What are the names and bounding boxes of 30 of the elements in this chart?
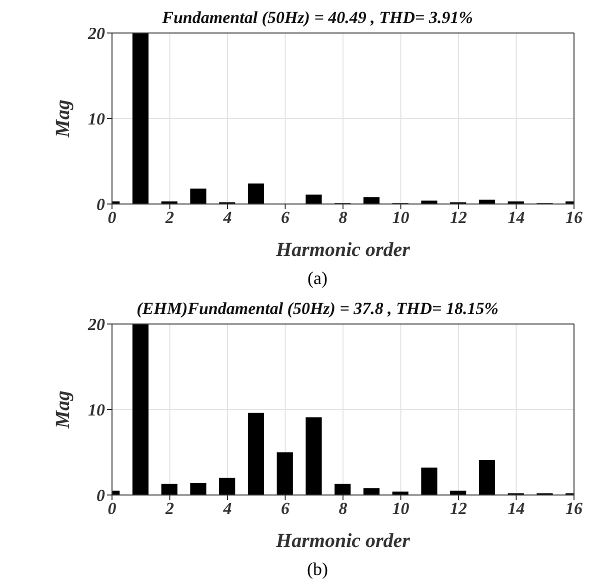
x-tick-label: 16 <box>566 499 583 518</box>
x-axis-title: Harmonic order <box>275 239 410 261</box>
y-tick-label: 0 <box>96 195 106 214</box>
y-tick-label: 20 <box>87 24 106 44</box>
text: (b) <box>306 559 329 579</box>
x-tick-label: 16 <box>566 208 583 228</box>
x-tick-label: 2 <box>164 208 174 228</box>
y-axis-title: Mag <box>52 390 74 430</box>
x-axis-title: Harmonic order <box>275 530 410 552</box>
text: (a) <box>306 268 328 289</box>
x-tick-label: 2 <box>164 499 174 518</box>
y-tick-label: 0 <box>96 486 106 506</box>
x-tick-label: 14 <box>508 208 525 228</box>
x-tick-label: 10 <box>392 499 410 518</box>
x-tick-label: 14 <box>508 499 525 518</box>
y-tick-label: 10 <box>88 110 106 129</box>
x-tick-label: 12 <box>450 499 468 518</box>
x-tick-label: 12 <box>450 208 468 228</box>
y-tick-label: 20 <box>87 315 106 334</box>
y-axis-title: Mag <box>52 100 74 138</box>
x-tick-label: 8 <box>338 208 348 228</box>
x-tick-label: 6 <box>281 499 290 518</box>
x-tick-label: 8 <box>338 499 348 518</box>
chart-title: (EHM)Fundamental (50Hz) = 37.8 , THD= 18.15% <box>136 299 498 318</box>
x-tick-label: 10 <box>392 208 410 228</box>
x-tick-label: 4 <box>222 208 232 228</box>
x-tick-label: 4 <box>222 499 232 518</box>
chart-title: Fundamental (50Hz) = 40.49 , THD= 3.91% <box>162 8 473 27</box>
y-tick-label: 10 <box>88 400 106 420</box>
x-tick-label: 6 <box>281 208 290 228</box>
